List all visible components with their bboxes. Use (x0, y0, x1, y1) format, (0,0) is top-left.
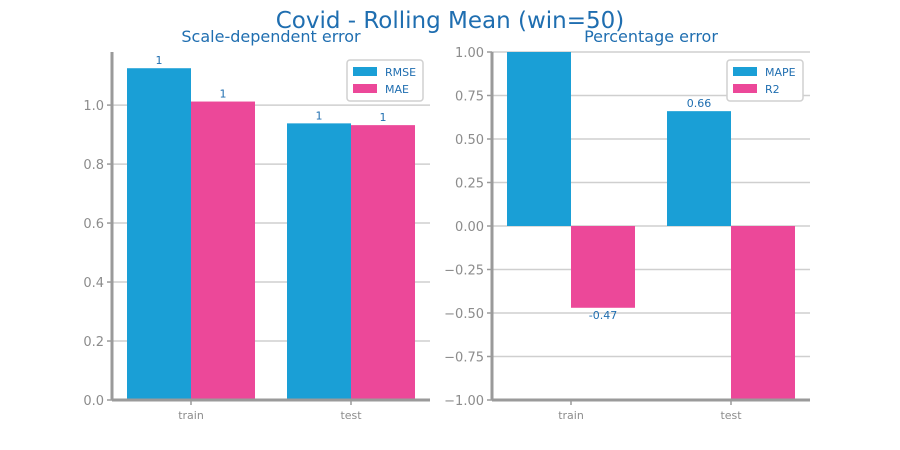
y-tick-label: −1.00 (444, 394, 484, 409)
bar-mape-train (507, 52, 571, 226)
data-label: 1 (316, 109, 323, 122)
x-tick-label: test (340, 409, 362, 422)
legend-swatch (733, 84, 757, 93)
bar-r2-train (571, 226, 635, 308)
y-tick-label: 0.50 (455, 133, 484, 148)
data-label: 0.66 (687, 97, 712, 110)
y-tick-label: −0.50 (444, 307, 484, 322)
panel-scale-dependent-error: 0.0 0.2 0.4 0.6 0.8 1.0 1 1 1 1 train test Scale-dep… (83, 27, 430, 422)
bar-r2-test (731, 226, 795, 400)
y-tick-label: 1.00 (455, 46, 484, 61)
y-tick-label: −0.75 (444, 351, 484, 366)
data-label: 1 (220, 88, 227, 101)
y-tick-label: 0.4 (83, 276, 104, 291)
bar-rmse-test (287, 123, 351, 400)
legend: MAPE R2 (726, 59, 804, 102)
legend-label: MAE (385, 83, 409, 96)
y-tick-label: 1.0 (83, 99, 104, 114)
bar-rmse-train (127, 68, 191, 400)
bar-mae-test (351, 125, 415, 401)
panel-title: Scale-dependent error (181, 27, 361, 46)
data-label: -0.47 (589, 309, 617, 322)
legend-label: RMSE (385, 66, 416, 79)
x-tick-label: train (178, 409, 204, 422)
y-tick-label: 0.25 (455, 177, 484, 192)
x-tick-label: train (558, 409, 584, 422)
legend-swatch (353, 84, 377, 93)
bar-mae-train (191, 101, 255, 400)
legend-label: MAPE (765, 66, 796, 79)
y-tick-label: 0.8 (83, 158, 104, 173)
legend-label: R2 (765, 83, 780, 96)
legend-swatch (353, 67, 377, 76)
y-tick-label: 0.2 (83, 335, 104, 350)
y-tick-label: 0.00 (455, 220, 484, 235)
legend-swatch (733, 67, 757, 76)
panel-title: Percentage error (584, 27, 718, 46)
y-tick-label: 0.75 (455, 90, 484, 105)
y-tick-label: 0.0 (83, 394, 104, 409)
data-label: 1 (156, 54, 163, 67)
x-tick-label: test (720, 409, 742, 422)
data-label: 1 (380, 111, 387, 124)
y-tick-label: 0.6 (83, 217, 104, 232)
figure-title: Covid - Rolling Mean (win=50) (276, 8, 625, 34)
bar-mape-test (667, 111, 731, 226)
panel-percentage-error: −1.00 −0.75 −0.50 −0.25 0.00 0.25 0.50 0.75 1.00… (444, 27, 810, 422)
y-tick-label: −0.25 (444, 264, 484, 279)
legend: RMSE MAE (346, 59, 424, 102)
